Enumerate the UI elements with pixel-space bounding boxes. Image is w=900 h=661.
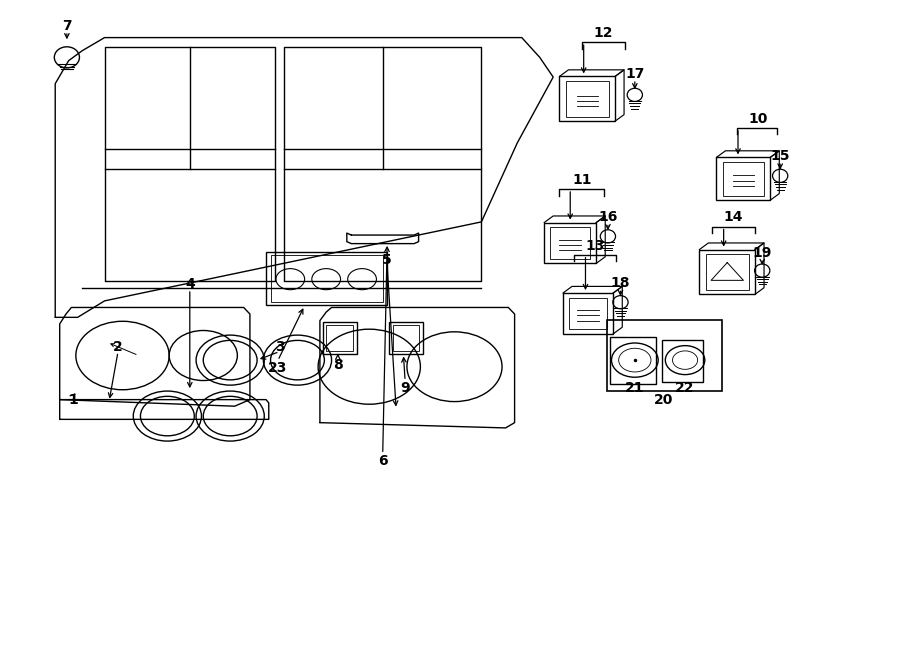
Text: 5: 5 (382, 253, 392, 267)
Text: 18: 18 (611, 276, 630, 290)
Text: 1: 1 (68, 393, 78, 407)
Text: 23: 23 (268, 361, 287, 375)
Text: 2: 2 (113, 340, 123, 354)
Text: 17: 17 (626, 67, 644, 81)
Text: 3: 3 (274, 340, 284, 354)
Bar (271, 254, 382, 302)
Bar (662, 340, 703, 382)
Text: 21: 21 (626, 381, 644, 395)
Bar (699, 250, 755, 294)
Bar (560, 77, 615, 121)
Text: 19: 19 (752, 246, 772, 260)
Text: 4: 4 (184, 278, 194, 292)
Bar (544, 223, 596, 263)
Text: 14: 14 (724, 210, 743, 224)
Text: 9: 9 (400, 381, 410, 395)
Text: 7: 7 (62, 19, 72, 34)
Bar (609, 337, 656, 385)
Text: 8: 8 (333, 358, 343, 371)
Bar (716, 157, 770, 200)
Text: 13: 13 (586, 239, 605, 253)
Bar (570, 297, 607, 329)
Text: 10: 10 (748, 112, 768, 126)
Bar (389, 322, 423, 354)
Bar (566, 81, 608, 116)
Bar (266, 252, 387, 305)
Bar (723, 162, 764, 196)
Text: 12: 12 (594, 26, 613, 40)
Text: 6: 6 (378, 454, 388, 468)
Bar (326, 325, 353, 351)
Bar (607, 320, 722, 391)
Bar (322, 322, 356, 354)
Bar (392, 325, 419, 351)
Text: 15: 15 (770, 149, 790, 163)
Bar (706, 254, 749, 290)
Text: 20: 20 (654, 393, 673, 407)
Bar (563, 293, 613, 334)
Text: 22: 22 (675, 381, 695, 395)
Text: 16: 16 (598, 210, 617, 224)
Bar (551, 227, 590, 258)
Text: 11: 11 (572, 173, 591, 188)
